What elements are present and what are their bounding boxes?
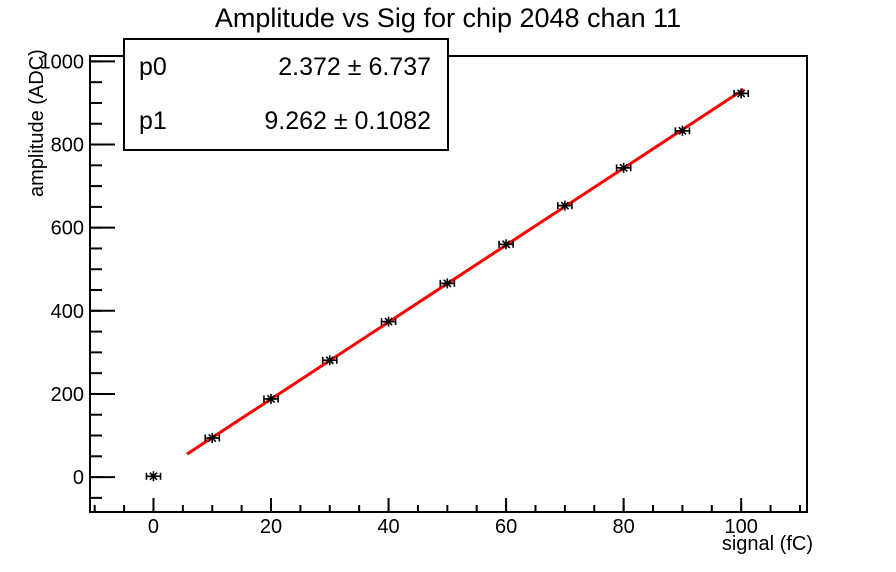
fit-stats-box: p0 2.372 ± 6.737 p1 9.262 ± 0.1082 [123,38,449,151]
y-tick-label: 600 [51,218,84,240]
data-marker [443,279,452,288]
x-tick-label: 100 [724,516,757,538]
stats-row-p1: p1 9.262 ± 0.1082 [125,109,447,134]
data-marker [208,433,217,443]
y-tick-label: 200 [51,384,84,406]
y-tick-label: 1000 [40,51,85,73]
y-tick-label: 0 [73,467,84,489]
x-tick-label: 60 [495,516,517,538]
data-marker [560,201,570,210]
data-marker [266,394,276,404]
data-marker [149,472,158,481]
param-value-p0: 2.372 ± 6.737 [278,52,431,81]
data-marker [619,163,628,172]
x-axis-title: signal (fC) [721,533,813,555]
y-tick-label: 800 [51,135,84,157]
x-tick-label: 40 [377,516,399,538]
y-tick-label: 400 [51,301,84,323]
data-marker [325,356,334,365]
param-name-p0: p0 [139,52,167,81]
data-marker [678,126,687,135]
data-marker [737,89,746,98]
y-axis-title: amplitude (ADC) [26,49,48,197]
x-tick-label: 0 [148,516,159,538]
param-value-p1: 9.262 ± 0.1082 [264,107,431,136]
stats-row-p0: p0 2.372 ± 6.737 [125,52,447,81]
x-tick-label: 80 [613,516,635,538]
data-marker [384,317,393,326]
data-marker [501,240,511,249]
x-tick-label: 20 [260,516,282,538]
plot-title: Amplitude vs Sig for chip 2048 chan 11 [214,3,682,33]
param-name-p1: p1 [139,107,167,136]
fit-line [186,88,745,456]
